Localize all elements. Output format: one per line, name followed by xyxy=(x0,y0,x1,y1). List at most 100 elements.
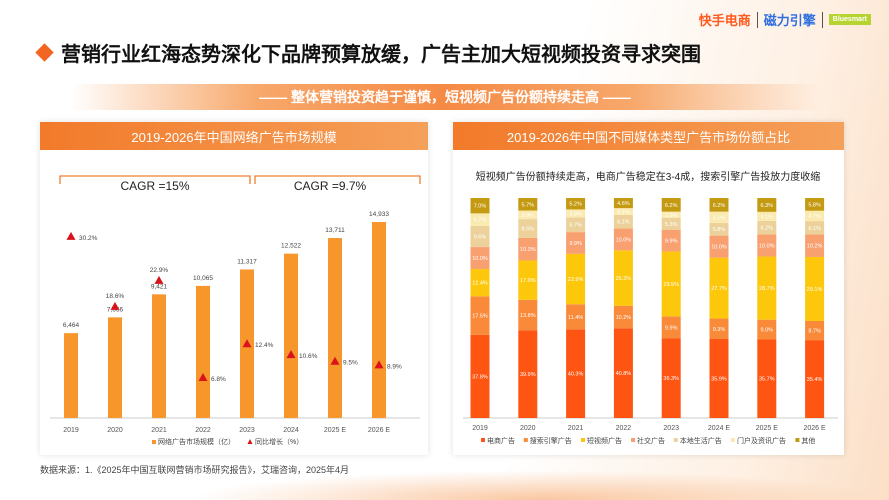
stacked-segment xyxy=(757,234,777,257)
stacked-segment xyxy=(566,217,586,233)
legend-label: 网络广告市场规模（亿） xyxy=(158,437,235,446)
x-tick-label: 2021 xyxy=(568,425,584,432)
page-title: 营销行业红海态势深化下品牌预算放缓，广告主加大短视频投资寻求突围 xyxy=(35,38,701,67)
stacked-segment xyxy=(805,198,825,211)
legend-label: 同比增长（%） xyxy=(255,437,303,446)
stacked-segment xyxy=(757,256,777,320)
market-size-panel: 2019-2026年中国网络广告市场规模 CAGR =15% CAGR =9.7%… xyxy=(40,122,428,455)
bar xyxy=(196,285,210,418)
segment-label: 40.8% xyxy=(616,371,632,377)
segment-label: 10.2% xyxy=(616,315,632,321)
stacked-segment xyxy=(613,208,633,215)
stacked-segment xyxy=(709,211,729,223)
segment-label: 5.8% xyxy=(808,202,821,208)
stacked-segment xyxy=(709,198,729,212)
cagr-bracket xyxy=(254,175,421,184)
segment-label: 3.9% xyxy=(522,213,535,219)
segment-label: 35.9% xyxy=(711,377,727,383)
legend-swatch xyxy=(581,438,585,442)
x-tick-label: 2026 E xyxy=(804,425,827,432)
segment-label: 5.2% xyxy=(569,202,582,208)
x-tick-label: 2024 xyxy=(283,427,299,434)
growth-label: 30.2% xyxy=(79,235,98,242)
bar-value-label: 10,065 xyxy=(193,275,213,282)
segment-label: 6.1% xyxy=(808,226,821,232)
stacked-segment xyxy=(613,214,633,229)
stacked-segment xyxy=(470,334,490,418)
stacked-segment xyxy=(566,253,586,305)
stacked-segment xyxy=(518,198,538,211)
segment-label: 12.4% xyxy=(472,281,488,287)
bar-value-label: 11,317 xyxy=(237,258,257,265)
bar-value-label: 6,464 xyxy=(63,322,80,329)
diamond-icon xyxy=(35,43,54,62)
chart-subtitle: 短视频广告份额持续走高，电商广告稳定在3-4成，搜索引擎广告投放力度收缩 xyxy=(476,170,820,183)
stacked-segment xyxy=(566,198,586,210)
stacked-segment xyxy=(757,339,777,418)
bar xyxy=(108,317,122,418)
growth-label: 18.6% xyxy=(106,293,125,300)
growth-marker xyxy=(286,350,296,359)
segment-label: 2.9% xyxy=(665,213,678,219)
segment-label: 28.7% xyxy=(759,286,775,292)
bar-value-label: 14,933 xyxy=(369,211,389,218)
bar-value-label: 12,522 xyxy=(281,243,301,250)
stacked-segment xyxy=(757,211,777,221)
stacked-segment xyxy=(613,328,633,418)
stacked-segment xyxy=(518,330,538,418)
legend-label: 短视频广告 xyxy=(587,436,622,445)
stacked-segment xyxy=(661,211,681,219)
divider xyxy=(756,11,758,28)
bar xyxy=(152,294,166,418)
segment-label: 40.3% xyxy=(568,372,584,378)
stacked-segment xyxy=(709,235,729,258)
segment-label: 9.9% xyxy=(569,241,582,247)
divider xyxy=(821,11,823,28)
stacked-segment xyxy=(518,237,538,261)
segment-label: 35.7% xyxy=(759,377,775,383)
legend-swatch xyxy=(247,439,253,444)
growth-marker xyxy=(110,301,120,310)
stacked-segment xyxy=(709,257,729,319)
segment-label: 8.7% xyxy=(808,329,821,335)
x-tick-label: 2025 E xyxy=(756,425,779,432)
segment-label: 6.7% xyxy=(569,223,582,229)
legend-label: 门户及资讯广告 xyxy=(737,436,786,445)
stacked-segment xyxy=(661,198,681,212)
segment-label: 5.8% xyxy=(713,227,726,233)
decorative-swoosh xyxy=(189,470,889,500)
stacked-segment xyxy=(566,304,586,330)
segment-label: 10.3% xyxy=(520,247,536,253)
stacked-segment xyxy=(566,329,586,418)
segment-label: 9.9% xyxy=(665,325,678,331)
stacked-segment xyxy=(661,316,681,339)
stacked-segment xyxy=(805,210,825,222)
market-size-chart: CAGR =15% CAGR =9.7% 6,464 2019 30.2% 7,666 20… xyxy=(50,175,421,446)
bar xyxy=(328,238,342,418)
subtitle-banner: —— 整体营销投资趋于谨慎，短视频广告份额持续走高 —— xyxy=(70,84,820,110)
stacked-segment xyxy=(613,305,633,329)
x-tick-label: 2023 xyxy=(663,425,679,432)
panel-header: 2019-2026年中国网络广告市场规模 xyxy=(40,122,428,150)
segment-label: 11.4% xyxy=(568,315,583,321)
bar-value-label: 13,711 xyxy=(325,227,345,234)
growth-marker xyxy=(66,231,76,240)
growth-label: 22.9% xyxy=(150,267,169,274)
stacked-segment xyxy=(518,299,538,331)
stacked-segment xyxy=(470,213,490,226)
legend-swatch xyxy=(481,438,485,442)
x-tick-label: 2025 E xyxy=(324,427,347,434)
bar-value-label: 7,666 xyxy=(107,306,124,313)
x-tick-label: 2022 xyxy=(195,427,211,434)
segment-label: 6.2% xyxy=(665,203,678,209)
growth-label: 8.9% xyxy=(387,363,402,370)
x-tick-label: 2019 xyxy=(63,427,79,434)
segment-label: 10.2% xyxy=(807,244,823,250)
legend-swatch xyxy=(152,440,156,444)
segment-label: 10.0% xyxy=(472,256,488,262)
logo-bar: 快手电商 磁力引擎 Bluesmart xyxy=(699,10,871,29)
segment-label: 10.0% xyxy=(616,237,632,243)
bar xyxy=(372,222,386,418)
segment-label: 9.9% xyxy=(665,239,678,245)
cagr-label: CAGR =9.7% xyxy=(294,179,367,193)
